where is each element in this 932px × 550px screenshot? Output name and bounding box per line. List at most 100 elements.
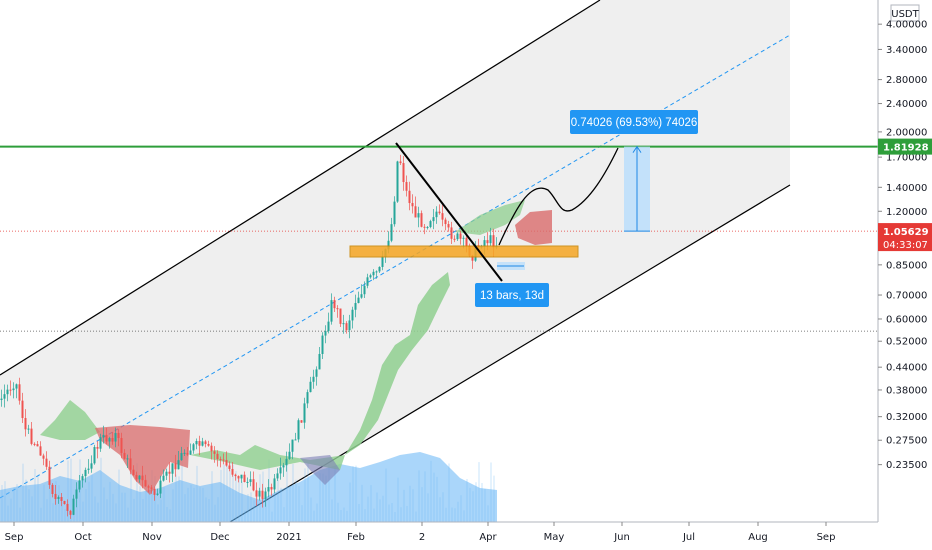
candle-body bbox=[105, 434, 108, 442]
candle-body bbox=[42, 455, 45, 459]
candle-body bbox=[450, 227, 453, 239]
y-tick-label: 2.80000 bbox=[886, 75, 927, 86]
candle-body bbox=[171, 463, 174, 474]
candle-body bbox=[414, 206, 417, 218]
y-tick-label: 1.40000 bbox=[886, 183, 927, 194]
candle-body bbox=[333, 300, 336, 309]
y-tick-label: 0.44000 bbox=[886, 363, 927, 374]
x-tick-label: 2021 bbox=[276, 532, 301, 543]
candle-body bbox=[48, 466, 51, 485]
candle-body bbox=[177, 460, 180, 470]
y-tick-label: 0.60000 bbox=[886, 314, 927, 325]
candle-body bbox=[75, 489, 78, 499]
candle-body bbox=[27, 428, 30, 430]
candle-body bbox=[126, 458, 129, 460]
candle-body bbox=[306, 392, 309, 404]
candle-body bbox=[339, 308, 342, 324]
candle-body bbox=[213, 451, 216, 454]
candle-body bbox=[366, 277, 369, 286]
candle-body bbox=[240, 474, 243, 479]
candle-body bbox=[180, 453, 183, 461]
candle-body bbox=[342, 323, 345, 325]
candle-body bbox=[12, 388, 15, 391]
candle-body bbox=[9, 389, 12, 391]
candle-body bbox=[57, 497, 60, 500]
x-tick-label: Oct bbox=[74, 532, 91, 543]
candle-body bbox=[276, 473, 279, 479]
candle-body bbox=[360, 294, 363, 298]
candle-body bbox=[354, 303, 357, 310]
candle-body bbox=[252, 479, 255, 491]
last-price-tag bbox=[878, 223, 932, 252]
candle-body bbox=[18, 384, 21, 401]
candle-body bbox=[96, 447, 99, 449]
y-tick-label: 0.70000 bbox=[886, 291, 927, 302]
candle-body bbox=[396, 161, 399, 202]
candle-body bbox=[261, 490, 264, 499]
bars-label: 13 bars, 13d bbox=[480, 290, 544, 302]
measure-label: 0.74026 (69.53%) 74026 bbox=[571, 117, 698, 129]
candle-body bbox=[390, 224, 393, 241]
candle-body bbox=[378, 266, 381, 272]
candle-body bbox=[243, 474, 246, 483]
candle-body bbox=[432, 217, 435, 222]
candle-body bbox=[219, 459, 222, 461]
candle-body bbox=[234, 474, 237, 477]
cloud-bull bbox=[40, 400, 100, 440]
candle-body bbox=[228, 465, 231, 469]
candle-body bbox=[399, 161, 402, 164]
candle-body bbox=[255, 490, 258, 497]
candle-body bbox=[3, 394, 6, 399]
y-tick-label: 0.52000 bbox=[886, 337, 927, 348]
candle-body bbox=[210, 445, 213, 452]
candle-body bbox=[288, 451, 291, 459]
candle-body bbox=[294, 439, 297, 441]
candle-body bbox=[150, 487, 153, 489]
candle-body bbox=[168, 471, 171, 474]
candle-body bbox=[486, 240, 489, 244]
candle-body bbox=[426, 227, 429, 229]
candle-body bbox=[207, 444, 210, 446]
candle-body bbox=[222, 459, 225, 461]
x-tick-label: 2 bbox=[419, 532, 425, 543]
time-axis-bg bbox=[0, 522, 932, 550]
x-tick-label: Jun bbox=[613, 532, 630, 543]
candles bbox=[0, 154, 498, 519]
candle-body bbox=[129, 458, 132, 470]
candle-body bbox=[102, 434, 105, 438]
candle-body bbox=[465, 237, 468, 246]
candle-body bbox=[6, 389, 9, 395]
candle-body bbox=[195, 441, 198, 445]
cloud-bull bbox=[190, 445, 345, 470]
x-tick-label: Feb bbox=[347, 532, 365, 543]
candle-body bbox=[225, 460, 228, 466]
candle-body bbox=[456, 233, 459, 240]
candle-body bbox=[393, 201, 396, 225]
candle-body bbox=[459, 233, 462, 239]
candle-body bbox=[108, 438, 111, 442]
candle-body bbox=[174, 463, 177, 470]
countdown-label: 04:33:07 bbox=[883, 240, 928, 251]
candle-body bbox=[51, 484, 54, 494]
candle-body bbox=[441, 213, 444, 220]
candle-body bbox=[249, 479, 252, 482]
measure-arrowhead bbox=[632, 145, 642, 153]
currency-badge bbox=[890, 4, 920, 22]
candle-body bbox=[375, 271, 378, 273]
candle-body bbox=[372, 271, 375, 276]
candle-body bbox=[111, 438, 114, 442]
candle-body bbox=[192, 444, 195, 451]
candle-body bbox=[159, 480, 162, 494]
candle-body bbox=[291, 439, 294, 452]
candle-body bbox=[348, 320, 351, 331]
candle-body bbox=[429, 221, 432, 228]
y-tick-label: 1.70000 bbox=[886, 153, 927, 164]
candle-body bbox=[282, 465, 285, 468]
candle-body bbox=[69, 510, 72, 515]
candle-body bbox=[264, 491, 267, 499]
candle-body bbox=[270, 487, 273, 490]
candle-body bbox=[147, 486, 150, 488]
candle-body bbox=[117, 433, 120, 438]
